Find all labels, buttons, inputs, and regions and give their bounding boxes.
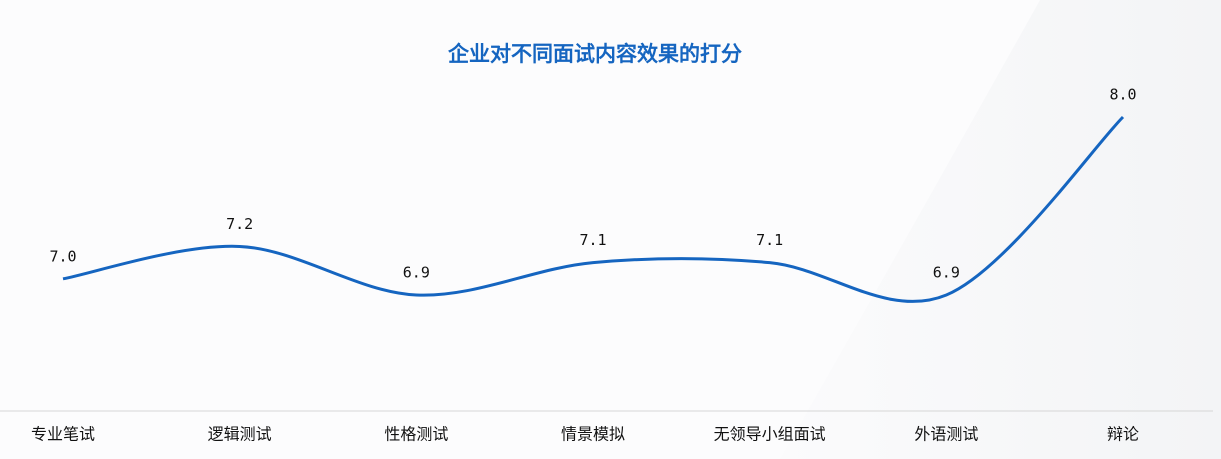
- data-label: 6.9: [933, 264, 960, 282]
- data-label: 7.0: [49, 247, 76, 265]
- x-tick-label: 性格测试: [384, 425, 448, 444]
- x-tick-label: 辩论: [1107, 425, 1139, 444]
- line: [62, 115, 1125, 303]
- x-tick-label: 情景模拟: [561, 425, 625, 444]
- data-label: 7.1: [756, 231, 783, 249]
- background-shape: [780, 0, 1221, 459]
- data-label: 8.0: [1109, 86, 1136, 104]
- data-label: 7.1: [579, 231, 606, 249]
- chart-title: 企业对不同面试内容效果的打分: [447, 42, 742, 66]
- x-tick-label: 专业笔试: [31, 425, 95, 444]
- x-tick-label: 逻辑测试: [208, 425, 272, 444]
- x-tick-label: 外语测试: [914, 425, 978, 444]
- data-label: 6.9: [403, 264, 430, 282]
- x-tick-label: 无领导小组面试: [714, 425, 826, 444]
- data-label: 7.2: [226, 215, 253, 233]
